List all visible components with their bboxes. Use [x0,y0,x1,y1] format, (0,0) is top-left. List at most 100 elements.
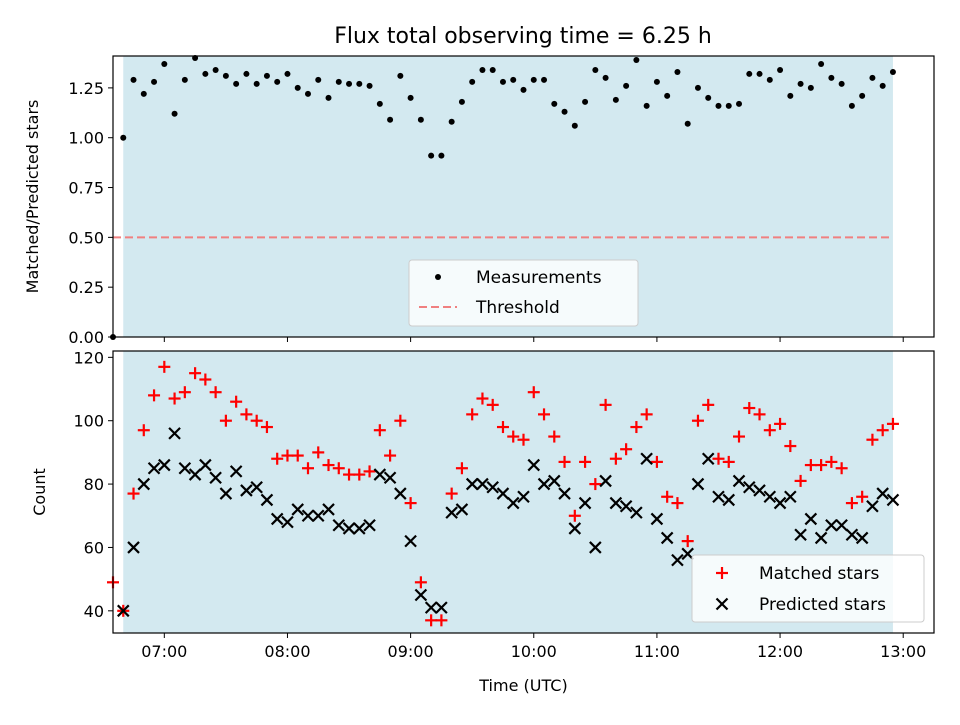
matched-star-point [661,490,674,503]
matched-star-point [466,408,479,421]
predicted-star-point [640,452,653,466]
matched-star-point [856,490,869,503]
matched-star-point [158,360,171,373]
matched-star-point [127,487,140,500]
predicted-star-point [158,458,171,472]
measurement-point [746,70,753,77]
measurement-point [397,72,404,79]
predicted-star-point [773,496,787,510]
measurement-point [222,72,229,79]
matched-star-point [250,414,263,427]
predicted-star-point [373,468,387,481]
x-tick-label: 13:00 [880,642,926,661]
matched-star-point [835,462,848,475]
matched-star-point [763,424,776,437]
count-panel: 40 60 80 100 120 07:00 08:00 09:00 10:00 11:00 12… [30,348,935,695]
matched-star-point [538,408,551,421]
predicted-star-point [127,541,140,554]
x-tick-label: 09:00 [388,642,434,661]
predicted-star-point [866,499,879,513]
count-legend: Matched stars Predicted stars [691,554,925,623]
predicted-star-point [353,522,366,535]
matched-star-point [579,455,592,468]
measurement-points [110,54,896,340]
matched-star-point [712,452,725,465]
predicted-star-point [876,487,889,500]
matched-star-point [301,462,314,475]
matched-stars-legend-label: Matched stars [759,564,879,584]
measurement-point [325,94,332,101]
y-tick-label: 120 [73,348,104,367]
measurement-point [263,72,270,79]
measurement-point [561,108,568,115]
matched-star-point [312,446,325,459]
measurement-point [889,68,896,75]
y-tick-label: 1.00 [68,129,104,148]
matched-star-point [691,414,704,427]
matched-star-point [886,417,899,430]
matched-star-point [137,424,150,437]
measurement-point [520,86,527,93]
matched-star-point [630,421,643,434]
measurement-point [694,84,701,91]
predicted-star-point [701,452,715,466]
matched-star-point [609,452,622,465]
matched-star-point [496,421,509,434]
predicted-star-point [394,487,407,500]
count-legend-box [691,554,925,623]
predicted-star-point [291,503,305,516]
predicted-star-point [188,468,202,481]
predicted-star-point [794,528,807,542]
predicted-star-point [835,518,848,532]
matched-star-point [384,449,397,462]
matched-star-point [168,392,181,405]
measurement-point [848,102,855,109]
matched-star-point [363,465,376,478]
matched-star-point [291,449,304,462]
legend-plus [716,567,728,579]
ratio-legend: Measurements Threshold [408,259,639,327]
measurement-point [212,66,219,73]
x-tick-label: 08:00 [264,642,310,661]
measurement-point [499,78,506,85]
matched-star-point [199,373,212,386]
matched-star-point [507,430,520,443]
measurement-point [684,120,691,127]
measurement-point [592,66,599,73]
y-tick-label: 80 [84,475,104,494]
count-y-ticks: 40 60 80 100 120 [73,348,113,621]
matched-star-point [527,386,540,399]
measurement-point [171,110,178,117]
predicted-star-point [630,506,643,519]
matched-star-point [189,367,202,380]
matched-star-point [722,455,735,468]
matched-star-point [794,474,807,487]
predicted-star-point [301,509,315,523]
measurements-legend-label: Measurements [476,268,602,288]
measurement-point [407,94,414,101]
y-tick-label: 1.25 [68,79,104,98]
predicted-stars-legend-label: Predicted stars [759,595,886,615]
count-x-ticks: 07:00 08:00 09:00 10:00 11:00 12:00 13:00 [141,633,926,661]
measurement-point [346,80,353,87]
predicted-star-point [168,427,181,440]
matched-star-point [353,468,366,481]
matched-star-point [219,414,232,427]
measurement-point [807,84,814,91]
predicted-star-point [578,496,592,510]
predicted-star-point [209,471,222,485]
measurement-point [151,78,158,85]
measurement-point [736,100,743,107]
x-tick-label: 11:00 [634,642,680,661]
matched-star-point [866,433,879,446]
predicted-star-point [517,490,530,504]
matched-star-point [517,433,530,446]
predicted-star-point [465,477,479,491]
y-tick-label: 0.50 [68,228,104,247]
y-tick-label: 40 [84,602,104,621]
x-tick-label: 10:00 [511,642,557,661]
ratio-y-axis-label: Matched/Predicted stars [23,100,42,294]
measurement-point [243,70,250,77]
matched-stars-legend-marker [716,567,728,579]
